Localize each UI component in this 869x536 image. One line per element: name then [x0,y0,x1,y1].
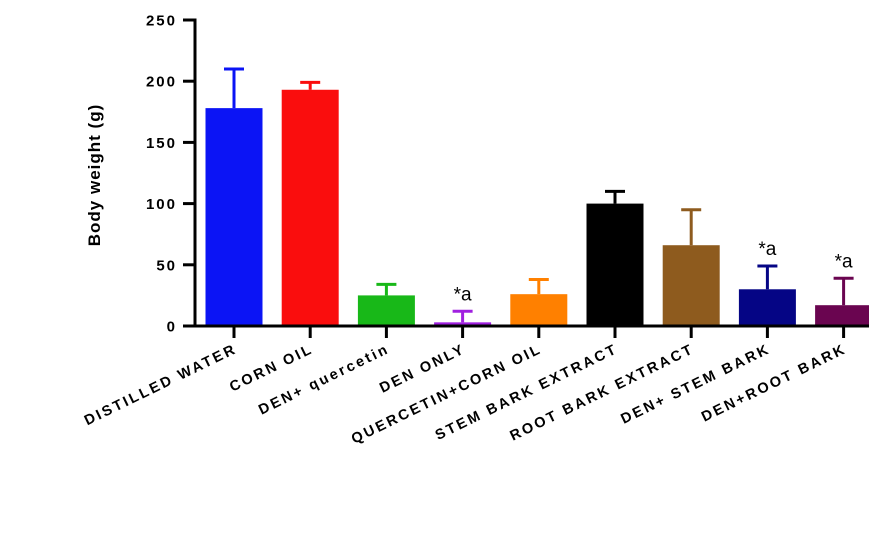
x-tick-label-distilled-water: DISTILLED WATER [82,341,240,429]
bar-den-only [434,322,492,326]
significance-annotation: *a [758,239,776,260]
bars-layer [205,67,869,327]
bar-den-quercetin [357,295,415,326]
significance-annotation: *a [454,284,472,305]
bar-den-stem-bark [738,289,796,326]
significance-annotation: *a [835,251,853,272]
bar-corn-oil [281,89,339,326]
y-tick-label: 250 [146,13,177,30]
y-tick-label: 50 [156,257,177,274]
y-tick-label: 100 [146,196,177,213]
y-tick-label: 200 [146,74,177,91]
bar-distilled-water [205,108,263,327]
y-tick-label: 0 [167,319,177,336]
bar-quercetin-corn-oil [510,294,568,326]
bar-den-root-bark [815,305,869,326]
axes-layer [183,18,869,338]
y-axis-label: Body weight (g) [85,104,104,246]
x-tick-label-den-quercetin: DEN+ quercetin [256,341,392,418]
y-tick-label: 150 [146,135,177,152]
bar-stem-bark-extract [586,203,644,326]
bar-root-bark-extract [662,245,720,326]
x-tick-label-den-root-bark: DEN+ROOT BARK [699,341,849,425]
